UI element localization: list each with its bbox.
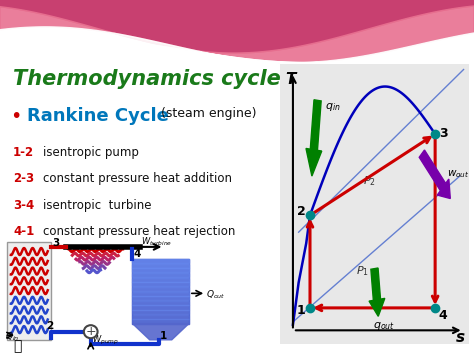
Text: 🔥: 🔥 (13, 339, 21, 353)
Text: $W_{turbine}$: $W_{turbine}$ (141, 236, 172, 248)
Polygon shape (132, 323, 189, 340)
Text: s: s (456, 329, 465, 345)
Text: $q_{out}$: $q_{out}$ (373, 320, 395, 332)
Text: 2: 2 (297, 205, 305, 218)
Text: $q_{in}$: $q_{in}$ (325, 101, 341, 113)
Text: constant pressure heat addition: constant pressure heat addition (43, 172, 232, 185)
Text: isentropic pump: isentropic pump (43, 146, 139, 159)
Text: 3: 3 (53, 238, 60, 248)
Text: 1-2: 1-2 (13, 146, 34, 159)
Text: 1: 1 (297, 304, 305, 317)
Bar (132, 282, 189, 286)
Text: 4: 4 (439, 309, 447, 322)
Text: T: T (285, 71, 296, 87)
FancyArrow shape (369, 268, 385, 316)
Bar (132, 268, 189, 272)
Bar (132, 278, 189, 282)
Text: $Q_{out}$: $Q_{out}$ (206, 288, 226, 301)
Text: 4-1: 4-1 (13, 225, 34, 238)
Text: Rankine Cycle: Rankine Cycle (27, 108, 169, 126)
Text: $P_2$: $P_2$ (363, 175, 376, 188)
Bar (132, 315, 189, 319)
Bar (132, 310, 189, 314)
Bar (132, 264, 189, 268)
Text: isentropic  turbine: isentropic turbine (43, 199, 152, 212)
Bar (132, 258, 189, 323)
Text: +: + (85, 325, 96, 338)
Bar (132, 320, 189, 323)
Text: 1: 1 (159, 331, 167, 341)
Text: 2: 2 (46, 321, 54, 331)
Text: constant pressure heat rejection: constant pressure heat rejection (43, 225, 236, 238)
Bar (132, 287, 189, 291)
Circle shape (84, 325, 98, 338)
Text: (steam engine): (steam engine) (162, 108, 257, 120)
FancyBboxPatch shape (7, 242, 51, 340)
Text: $P_1$: $P_1$ (356, 264, 368, 278)
Text: $w_{out}$: $w_{out}$ (447, 168, 469, 180)
Bar (132, 305, 189, 310)
Text: •: • (10, 108, 22, 126)
Bar (132, 273, 189, 277)
Bar (132, 291, 189, 296)
Bar (132, 296, 189, 300)
Text: $W_{pump}$: $W_{pump}$ (92, 334, 119, 346)
Bar (132, 301, 189, 305)
FancyArrow shape (306, 100, 322, 176)
FancyArrow shape (419, 150, 450, 198)
Text: $Q_{in}$: $Q_{in}$ (5, 331, 19, 343)
Text: 4: 4 (134, 249, 141, 260)
Text: 3: 3 (439, 127, 447, 140)
Text: 3-4: 3-4 (13, 199, 34, 212)
Bar (132, 259, 189, 263)
Text: 2-3: 2-3 (13, 172, 34, 185)
Text: Thermodynamics cycle: Thermodynamics cycle (13, 69, 281, 89)
